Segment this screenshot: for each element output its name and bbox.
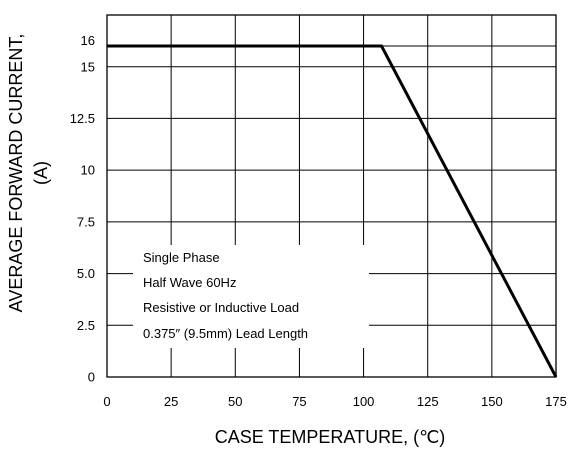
- y-tick-label: 0: [88, 370, 95, 385]
- y-tick-label: 12.5: [70, 111, 95, 126]
- series-line: [107, 44, 558, 378]
- annotation-line-3: Resistive or Inductive Load: [143, 300, 299, 315]
- x-tick-label: 150: [481, 394, 503, 409]
- annotation-line-1: Single Phase: [143, 250, 220, 265]
- series-group: [107, 44, 558, 378]
- x-tick-label: 125: [417, 394, 439, 409]
- x-tick-label: 100: [353, 394, 375, 409]
- x-axis-ticks: 0 25 50 75 100 125 150 175: [103, 394, 566, 409]
- x-tick-label: 50: [228, 394, 242, 409]
- x-axis-title: CASE TEMPERATURE, (℃): [215, 427, 446, 447]
- y-tick-label: 2.5: [77, 318, 95, 333]
- x-tick-label: 75: [292, 394, 306, 409]
- y-tick-label: 5.0: [77, 266, 95, 281]
- x-tick-label: 0: [103, 394, 110, 409]
- annotation-line-2: Half Wave 60Hz: [143, 275, 236, 290]
- x-tick-label: 175: [545, 394, 567, 409]
- y-tick-label: 15: [81, 60, 95, 75]
- annotation-background: [133, 245, 369, 348]
- annotation-line-4: 0.375″ (9.5mm) Lead Length: [143, 326, 308, 341]
- y-axis-title-line-1: AVERAGE FORWARD CURRENT,: [6, 34, 26, 313]
- y-axis-ticks: 0 2.5 5.0 7.5 10 12.5 15 16: [70, 33, 95, 384]
- y-tick-label: 10: [81, 163, 95, 178]
- x-tick-label: 25: [164, 394, 178, 409]
- y-tick-label: 16: [81, 33, 95, 48]
- y-axis-title-line-2: (A): [31, 161, 51, 185]
- plot-frame: [106, 14, 557, 378]
- annotation-box: Single Phase Half Wave 60Hz Resistive or…: [133, 245, 369, 348]
- y-tick-label: 7.5: [77, 214, 95, 229]
